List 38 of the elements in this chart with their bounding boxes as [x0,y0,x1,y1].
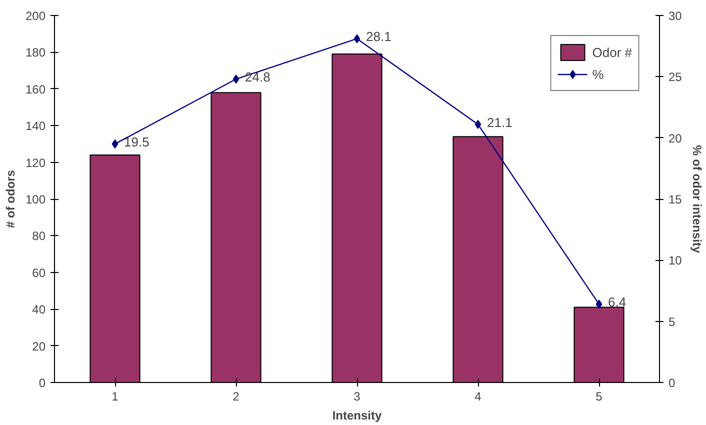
data-label: 19.5 [124,134,150,150]
y-tick-label: 40 [32,302,46,317]
data-label: 24.8 [245,70,270,85]
y2-tick-label: 25 [668,70,682,84]
x-tick-label: 5 [596,390,603,404]
y-tick-label: 60 [32,266,46,280]
y-tick-label: 100 [25,192,46,206]
point [596,300,602,309]
y-tick-label: 160 [25,82,46,96]
x-axis-title: Intensity [332,408,382,422]
y-tick-label: 0 [38,376,46,390]
y2-tick-label: 5 [668,314,676,329]
legend-label: % [592,66,605,82]
y2-tick-label: 20 [668,131,682,146]
y-tick-label: 20 [32,339,46,354]
y-axis-title: # of odors [3,170,18,228]
y-tick-label: 140 [25,119,46,134]
point [232,74,240,84]
y2-tick-label: 30 [668,9,682,23]
y-tick-label: 200 [25,9,46,23]
x-tick-label: 3 [354,390,361,404]
x-tick-label: 1 [112,390,119,404]
data-label: 28.1 [366,29,392,44]
y2-tick-label: 10 [668,254,682,268]
y-tick-label: 180 [25,46,46,60]
data-label: 6.4 [608,294,626,310]
y2-tick-label: 0 [668,376,676,390]
y-tick-label: 80 [32,229,46,244]
point [354,34,360,44]
point [112,139,118,148]
y2-axis-title: % of odor intensity [690,145,704,254]
x-tick-label: 4 [474,390,482,404]
legend-label: Odor # [592,44,632,60]
y2-tick-label: 15 [668,192,682,206]
data-label: 21.1 [487,114,512,130]
y-tick-label: 120 [25,156,46,170]
x-tick-label: 2 [232,390,240,404]
point [474,120,482,129]
